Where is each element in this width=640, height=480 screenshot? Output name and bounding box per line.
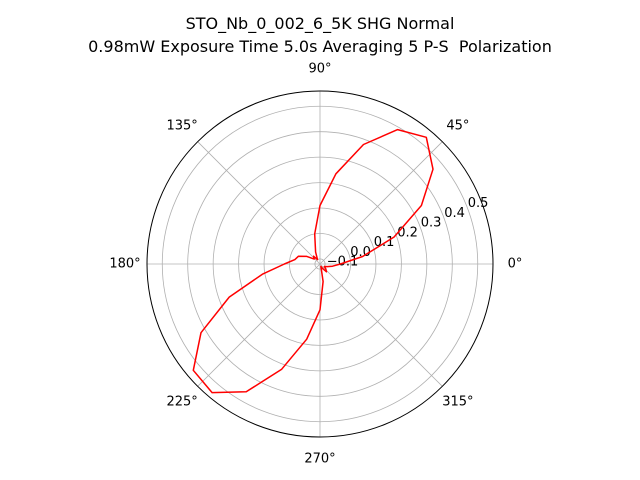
r-tick-label-4: 0.3 <box>421 216 442 231</box>
r-tick-label-1: 0.0 <box>350 245 371 260</box>
theta-gridline-5 <box>197 263 321 387</box>
series-line-0 <box>192 128 434 394</box>
theta-gridline-7 <box>319 263 443 387</box>
r-tick-label-3: 0.2 <box>397 225 418 240</box>
theta-gridline-1 <box>319 141 443 265</box>
theta-tick-label-0: 0° <box>508 257 523 272</box>
theta-tick-label-6: 270° <box>304 452 335 467</box>
r-tick-label-6: 0.5 <box>468 196 489 211</box>
theta-tick-label-4: 180° <box>109 257 140 272</box>
r-tick-label-5: 0.4 <box>444 206 465 221</box>
theta-tick-label-5: 225° <box>166 394 197 409</box>
chart-title-line-2: 0.98mW Exposure Time 5.0s Averaging 5 P-… <box>88 37 552 56</box>
theta-tick-label-3: 135° <box>166 119 197 134</box>
theta-gridline-3 <box>197 141 321 265</box>
theta-tick-label-2: 90° <box>308 62 331 77</box>
theta-tick-label-7: 315° <box>442 394 473 409</box>
chart-title-line-1: STO_Nb_0_002_6_5K SHG Normal <box>185 14 455 33</box>
polar-frame <box>146 90 494 438</box>
theta-tick-label-1: 45° <box>446 119 469 134</box>
